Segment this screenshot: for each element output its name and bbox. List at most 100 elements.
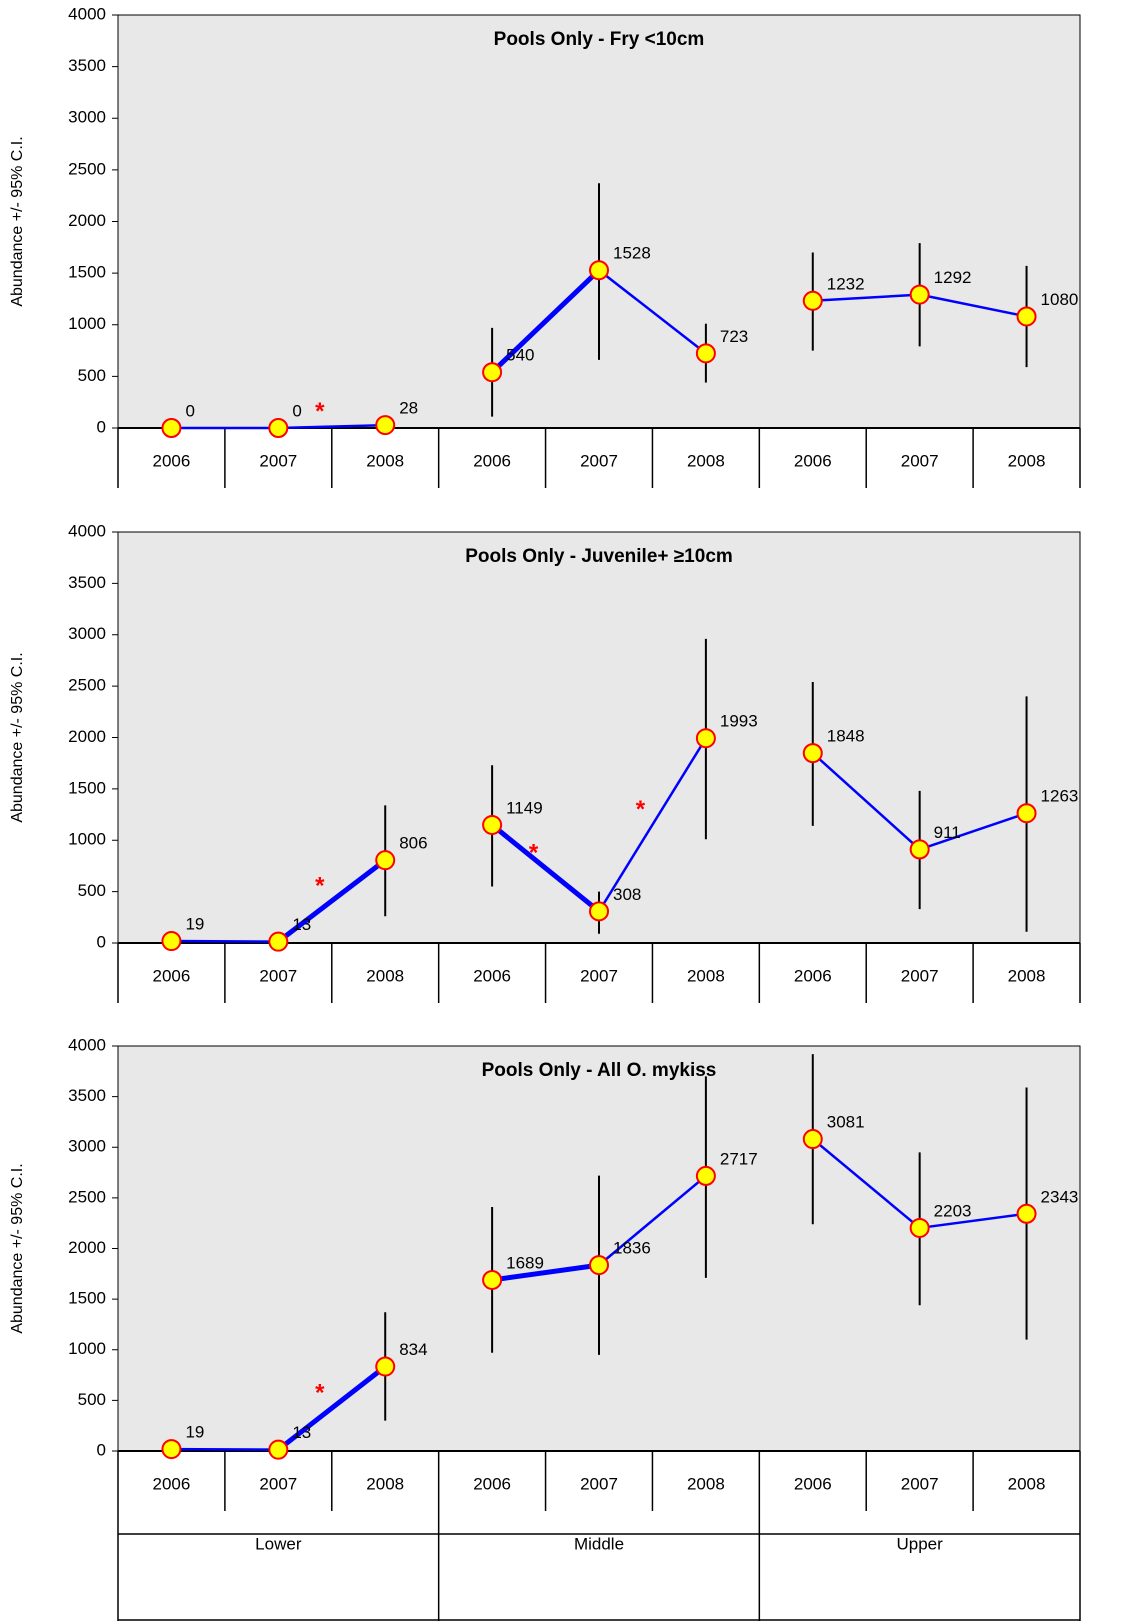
y-axis-label: Abundance +/- 95% C.I. (9, 136, 26, 306)
y-tick-label: 1500 (68, 778, 106, 797)
group-label: Upper (897, 1534, 944, 1553)
x-tick-label: 2008 (687, 451, 725, 470)
x-tick-label: 2008 (1008, 451, 1046, 470)
marker (589, 901, 609, 922)
line-segment (597, 737, 707, 913)
y-tick-label: 3500 (68, 56, 106, 75)
y-tick-label: 2500 (68, 159, 106, 178)
x-tick-label: 2007 (901, 966, 939, 985)
marker (802, 290, 823, 311)
y-tick-label: 2500 (68, 676, 106, 695)
y-tick-label: 3000 (68, 624, 106, 643)
y-tick-label: 2500 (68, 1187, 106, 1206)
data-label: 19 (185, 915, 204, 934)
chart-title: Pools Only - Fry <10cm (494, 29, 705, 50)
line-segment (919, 812, 1027, 851)
data-label: 1528 (613, 244, 651, 263)
x-tick-label: 2006 (153, 1474, 191, 1493)
data-label: 3081 (827, 1113, 865, 1132)
x-tick-label: 2008 (366, 966, 404, 985)
line-segment (278, 423, 386, 430)
y-tick-label: 500 (78, 366, 106, 385)
x-tick-label: 2007 (259, 1474, 297, 1493)
chart-title: Pools Only - Juvenile+ ≥10cm (465, 546, 733, 567)
data-label: 723 (720, 327, 748, 346)
marker (375, 850, 396, 871)
data-label: 1848 (827, 727, 865, 746)
y-tick-label: 1500 (68, 1289, 106, 1308)
y-tick-label: 1000 (68, 314, 106, 333)
data-label: 1292 (934, 268, 972, 287)
x-tick-label: 2006 (153, 451, 191, 470)
marker (1016, 803, 1037, 824)
data-label: 540 (506, 346, 534, 365)
marker (268, 931, 289, 952)
x-tick-label: 2006 (473, 451, 511, 470)
marker (695, 1165, 716, 1186)
marker (375, 1356, 396, 1377)
data-label: 13 (292, 915, 311, 934)
y-tick-label: 2000 (68, 1238, 106, 1257)
line-segment (811, 1138, 921, 1229)
data-label: 2343 (1041, 1187, 1079, 1206)
plot-area (117, 531, 1081, 944)
significance-marker: * (315, 1379, 325, 1406)
x-tick-label: 2007 (580, 451, 618, 470)
marker (909, 284, 930, 305)
significance-marker: * (315, 872, 325, 899)
y-tick-label: 2000 (68, 211, 106, 230)
y-tick-label: 3000 (68, 108, 106, 127)
marker (1016, 306, 1037, 327)
marker (909, 1217, 930, 1238)
marker (268, 1439, 289, 1460)
y-tick-label: 3500 (68, 1086, 106, 1105)
y-tick-label: 3000 (68, 1137, 106, 1156)
data-label: 1993 (720, 712, 758, 731)
data-label: 308 (613, 885, 641, 904)
data-label: 2717 (720, 1149, 758, 1168)
line-segment (276, 858, 387, 944)
marker (482, 1269, 503, 1290)
line-segment (490, 268, 601, 375)
data-label: 1232 (827, 274, 865, 293)
y-tick-label: 0 (97, 1440, 106, 1459)
line-segment (491, 1262, 600, 1283)
line-segment (811, 752, 921, 851)
marker (482, 362, 503, 383)
y-tick-label: 4000 (68, 521, 106, 540)
y-tick-label: 0 (97, 417, 106, 436)
group-label: Lower (255, 1534, 302, 1553)
data-label: 1836 (613, 1239, 651, 1258)
line-segment (598, 269, 707, 355)
data-label: 13 (292, 1423, 311, 1442)
x-tick-label: 2007 (259, 451, 297, 470)
data-label: 1080 (1041, 290, 1079, 309)
line-segment (276, 1364, 387, 1452)
x-tick-label: 2007 (580, 1474, 618, 1493)
significance-marker: * (315, 398, 325, 425)
data-label: 1149 (506, 798, 543, 817)
marker (482, 814, 503, 835)
group-label: Middle (574, 1534, 624, 1553)
x-tick-label: 2008 (687, 966, 725, 985)
x-tick-label: 2006 (794, 1474, 832, 1493)
data-label: 28 (399, 399, 418, 418)
y-tick-label: 500 (78, 881, 106, 900)
marker (161, 931, 182, 952)
line-segment (919, 1212, 1027, 1230)
x-tick-label: 2008 (1008, 966, 1046, 985)
marker (268, 418, 289, 438)
chart-title: Pools Only - All O. mykiss (482, 1060, 717, 1081)
data-label: 834 (399, 1340, 427, 1359)
data-label: 0 (185, 401, 194, 420)
x-tick-label: 2008 (366, 451, 404, 470)
data-label: 0 (292, 401, 301, 420)
y-tick-label: 4000 (68, 1035, 106, 1054)
line-segment (598, 1174, 707, 1267)
marker (802, 1129, 823, 1150)
x-tick-label: 2006 (794, 966, 832, 985)
y-axis-label: Abundance +/- 95% C.I. (9, 1163, 26, 1333)
x-tick-label: 2007 (580, 966, 618, 985)
significance-marker: * (636, 796, 646, 823)
